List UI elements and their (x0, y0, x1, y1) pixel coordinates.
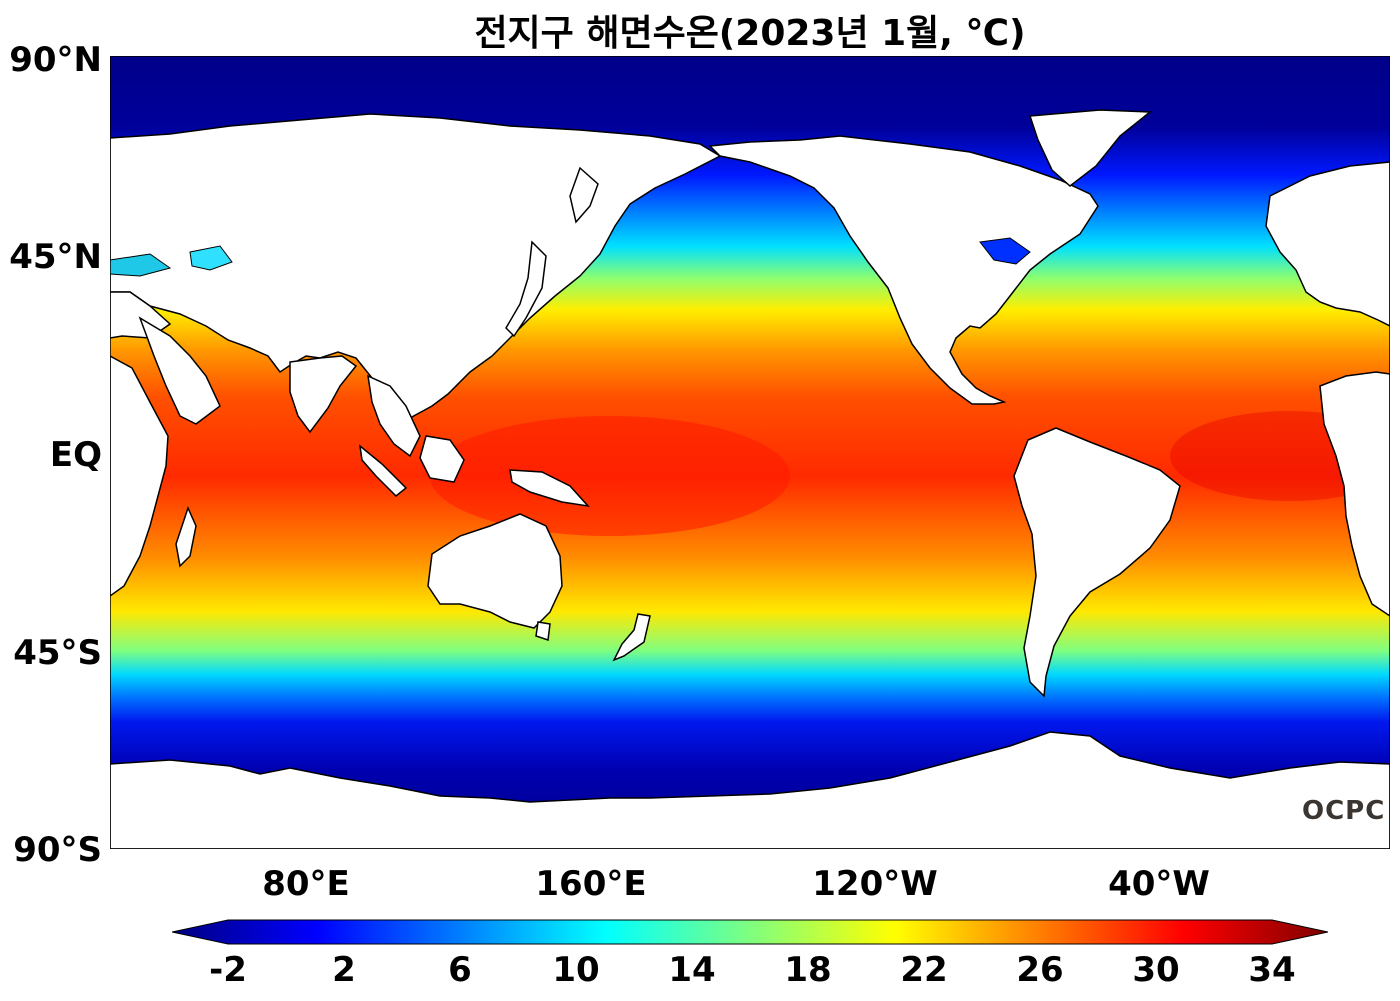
colorbar-tick-label: 2 (332, 950, 356, 990)
lat-label-90s: 90°S (13, 830, 102, 870)
ocpc-logo: OCPC (1302, 796, 1386, 826)
colorbar-tick-label: 34 (1248, 950, 1296, 990)
india-land (289, 355, 358, 434)
borneo-land (419, 435, 465, 483)
antarctica-land (110, 731, 1390, 849)
lat-label-45s: 45°S (13, 633, 102, 673)
europe-africa-east-land (1265, 161, 1390, 327)
black-sea (110, 253, 172, 277)
madagascar-land (175, 505, 197, 568)
lon-label-40w: 40°W (1108, 864, 1210, 904)
lat-label-45n: 45°N (9, 237, 102, 277)
indochina-land (367, 374, 421, 458)
eurasia-west-land (110, 113, 722, 419)
caspian-sea (189, 245, 233, 271)
japan-land (505, 240, 547, 338)
lat-label-90n: 90°N (9, 40, 102, 80)
land-masses (110, 109, 1390, 849)
australia-land (427, 513, 563, 629)
greenland-land (1028, 109, 1153, 187)
lon-label-160e: 160°E (535, 864, 647, 904)
north-america-land (708, 135, 1099, 405)
colorbar-tick-label: 22 (900, 950, 948, 990)
arabia-land (138, 316, 221, 425)
lon-label-80e: 80°E (262, 864, 350, 904)
lon-label-120w: 120°W (812, 864, 938, 904)
great-lakes (979, 237, 1031, 265)
tasmania-land (535, 621, 551, 642)
colorbar (172, 919, 1328, 945)
west-pacific-warm-pool (430, 416, 790, 536)
africa-east-land (110, 355, 169, 597)
new-zealand-land (612, 613, 651, 662)
south-america-land (1013, 427, 1181, 698)
colorbar-tick-label: 10 (552, 950, 600, 990)
new-guinea-land (509, 469, 590, 508)
colorbar-tick-label: 14 (668, 950, 716, 990)
colorbar-tick-label: 26 (1016, 950, 1064, 990)
colorbar-tick-label: 30 (1132, 950, 1180, 990)
sst-map (110, 56, 1390, 849)
map-title: 전지구 해면수온(2023년 1월, ℃) (474, 13, 1026, 54)
colorbar-tick-label: 18 (784, 950, 832, 990)
colorbar-tick-label: 6 (448, 950, 472, 990)
sumatra-land (358, 444, 408, 498)
colorbar-gradient (172, 919, 1328, 945)
africa-west-land (1319, 371, 1390, 617)
lat-label-eq: EQ (49, 435, 102, 475)
colorbar-tick-label: -2 (209, 950, 247, 990)
kamchatka-land (569, 166, 599, 224)
